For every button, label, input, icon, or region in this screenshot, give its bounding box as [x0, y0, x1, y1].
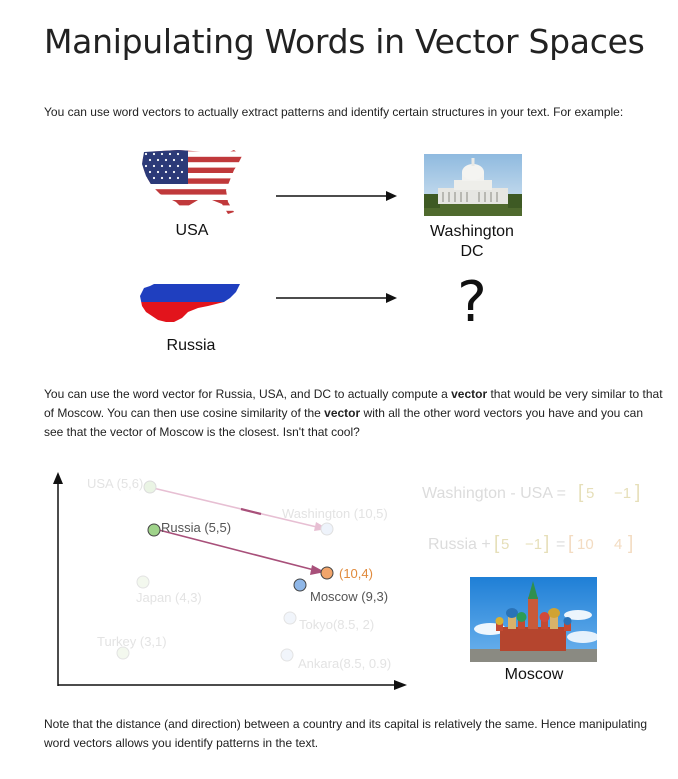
vector-segment-highlight [240, 507, 262, 516]
usa-flag-map-image [142, 150, 242, 214]
washington-label-line1: Washington [430, 223, 514, 240]
result-point-label: (10,4) [339, 566, 373, 581]
turkey-point-label: Turkey (3,1) [97, 634, 167, 649]
explanation-paragraph: You can use the word vector for Russia, … [44, 385, 664, 442]
equation-2-text: Russia + [428, 536, 491, 553]
washington-point-label: Washington (10,5) [282, 506, 388, 521]
eq2-result-bracket-right: ] [628, 533, 633, 554]
eq1-bracket-left: [ [578, 482, 584, 503]
x-axis-arrowhead [394, 680, 407, 690]
eq2-bracket-left: [ [494, 533, 500, 554]
explanation-text-2: that would be very similar to that of Mo… [44, 387, 663, 420]
russia-flag-map-image [140, 264, 246, 322]
page-title: Manipulating Words in Vector Spaces [44, 22, 645, 61]
washington-point [320, 522, 334, 536]
moscow-point-label: Moscow (9,3) [310, 589, 388, 604]
note-paragraph: Note that the distance (and direction) b… [44, 717, 647, 750]
eq2-result-bracket-left: [ [568, 533, 574, 554]
eq1-vec-y: −1 [614, 485, 631, 502]
eq2-vec-y: −1 [525, 536, 542, 553]
moscow-cathedral-image [470, 577, 597, 662]
explanation-bold-2: vector [324, 406, 361, 420]
usa-point [143, 480, 157, 494]
usa-label: USA [175, 222, 209, 239]
usa-point-label: USA (5,6) [87, 476, 143, 491]
intro-paragraph: You can use word vectors to actually ext… [44, 105, 624, 119]
ankara-point [280, 648, 294, 662]
equation-1-text: Washington - USA = [422, 485, 566, 502]
equations: Washington - USA = [ 5 −1 ] Russia + [ 5… [422, 482, 640, 554]
moscow-point [293, 578, 307, 592]
eq1-bracket-right: ] [635, 482, 640, 503]
ankara-point-label: Ankara(8.5, 0.9) [298, 656, 391, 671]
capitol-building-image [424, 154, 522, 216]
russia-to-question-arrow [276, 293, 397, 303]
result-point [320, 566, 334, 580]
eq2-result-x: 10 [577, 536, 594, 553]
vector-space-diagram: USA (5,6) Washington (10,5) Russia (5,5)… [53, 472, 407, 690]
russia-point-label: Russia (5,5) [161, 520, 231, 535]
eq2-result-y: 4 [614, 536, 622, 553]
washington-label-line2: DC [460, 243, 484, 260]
tokyo-point-label: Tokyo(8.5, 2) [299, 617, 374, 632]
russia-label: Russia [166, 337, 216, 354]
russia-result-vector [154, 528, 319, 572]
y-axis-arrowhead [53, 472, 63, 484]
tokyo-point [283, 611, 297, 625]
explanation-bold-1: vector [451, 387, 488, 401]
explanation-text-1: You can use the word vector for Russia, … [44, 387, 452, 401]
eq2-bracket-right: ] [544, 533, 549, 554]
russia-point [147, 523, 161, 537]
japan-point [136, 575, 150, 589]
japan-point-label: Japan (4,3) [136, 590, 202, 605]
eq1-vec-x: 5 [586, 485, 594, 502]
moscow-label: Moscow [504, 666, 564, 683]
washington-label: Washington DC [412, 222, 532, 262]
question-mark: ? [457, 270, 487, 335]
eq2-vec-x: 5 [501, 536, 509, 553]
explanation-text-3: with all the other word vectors you have… [44, 406, 644, 439]
eq2-equals: = [556, 536, 565, 553]
turkey-point [116, 646, 130, 660]
usa-washington-vector [152, 487, 322, 529]
usa-to-washington-arrow [276, 191, 397, 201]
